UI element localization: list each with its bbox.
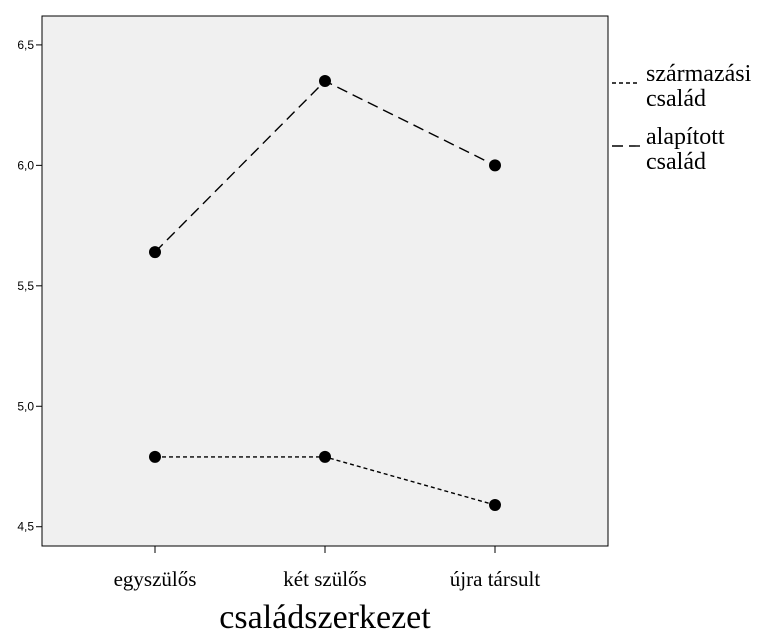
legend-label: alapított <box>646 124 725 150</box>
data-point <box>489 499 501 512</box>
plot-area <box>41 15 609 547</box>
y-tick-label: 6,0 <box>17 158 34 172</box>
data-point <box>489 159 501 172</box>
data-point <box>319 450 331 463</box>
y-tick-label: 4,5 <box>17 520 34 534</box>
x-tick-label: két szülős <box>283 567 366 591</box>
data-point <box>149 450 161 463</box>
y-tick-label: 5,0 <box>17 399 34 413</box>
legend-label: család <box>646 86 706 112</box>
markers <box>149 75 501 512</box>
x-axis-title: családszerkezet <box>219 599 431 636</box>
y-axis: 4,5 5,0 5,5 6,0 6,5 <box>17 38 42 534</box>
data-point <box>319 75 331 88</box>
y-tick-label: 6,5 <box>17 38 34 52</box>
x-tick-label: egyszülős <box>114 567 197 591</box>
y-tick-label: 5,5 <box>17 279 34 293</box>
x-axis: egyszülős két szülős újra társult <box>114 546 541 591</box>
x-tick-label: újra társult <box>450 567 541 591</box>
legend-label: származási <box>646 61 752 87</box>
legend-label: család <box>646 149 706 175</box>
data-point <box>149 246 161 259</box>
